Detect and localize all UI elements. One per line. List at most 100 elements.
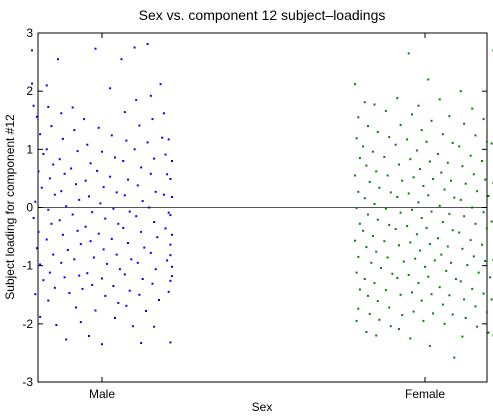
data-point-female: [440, 253, 443, 256]
data-point-male: [50, 125, 53, 128]
data-point-male: [118, 268, 121, 271]
data-point-male: [102, 186, 105, 189]
data-point-male: [166, 173, 169, 176]
data-point-male: [148, 206, 151, 209]
data-point-male: [83, 118, 86, 121]
data-point-male: [47, 105, 50, 108]
data-point-female: [437, 153, 439, 155]
data-point-female: [474, 134, 477, 137]
data-point-female: [389, 325, 392, 328]
data-point-male: [115, 191, 118, 194]
y-tick-label: 3: [26, 26, 33, 40]
data-point-male: [104, 217, 107, 220]
data-point-male: [135, 98, 138, 101]
data-point-male: [154, 190, 157, 193]
data-point-male: [76, 150, 79, 153]
data-point-male: [140, 342, 143, 344]
data-point-male: [39, 263, 42, 266]
data-point-female: [472, 173, 475, 176]
data-point-female: [474, 222, 477, 225]
data-point-female: [355, 319, 358, 322]
data-point-female: [414, 257, 417, 260]
data-point-female: [355, 207, 358, 210]
data-point-male: [89, 240, 92, 243]
data-point-female: [384, 207, 387, 210]
data-point-female: [394, 228, 397, 230]
data-point-male: [58, 158, 61, 161]
data-point-male: [162, 193, 165, 196]
data-point-female: [440, 171, 443, 174]
data-point-female: [363, 197, 366, 200]
y-tick-label: -3: [22, 375, 33, 389]
data-point-male: [42, 153, 45, 155]
data-point-female: [445, 269, 448, 272]
data-point-female: [396, 97, 399, 100]
data-point-male: [158, 299, 160, 301]
x-tick-label-female: Female: [405, 387, 445, 401]
data-point-female: [464, 182, 467, 185]
data-point-female: [432, 178, 435, 180]
data-point-male: [45, 84, 48, 87]
data-point-male: [45, 238, 48, 241]
data-point-male: [47, 299, 50, 302]
data-point-male: [156, 236, 159, 239]
data-point-male: [40, 186, 43, 189]
data-point-male: [153, 325, 156, 328]
data-point-female: [409, 241, 412, 244]
data-point-female: [396, 196, 399, 198]
data-point-female: [358, 222, 361, 225]
data-point-female: [399, 293, 402, 296]
data-point-male: [37, 170, 40, 173]
data-point-female: [443, 322, 446, 325]
data-point-male: [114, 317, 116, 319]
data-point-male: [57, 58, 59, 61]
data-point-male: [141, 278, 144, 280]
data-point-female: [430, 119, 433, 122]
data-point-male: [101, 150, 103, 153]
x-axis-ticks: Male Female: [89, 33, 445, 401]
data-point-male: [141, 200, 144, 203]
data-point-male: [35, 247, 38, 250]
data-point-female: [451, 313, 454, 316]
data-point-female: [484, 260, 487, 262]
data-point-male: [171, 160, 173, 162]
data-point-male: [130, 258, 133, 261]
data-point-female: [463, 122, 466, 125]
data-point-female: [441, 303, 444, 306]
data-point-female: [490, 298, 493, 301]
data-point-male: [39, 133, 42, 136]
data-point-female: [476, 190, 479, 193]
data-point-female: [482, 211, 485, 214]
data-point-female: [357, 307, 360, 310]
x-tick-label-male: Male: [89, 387, 115, 401]
data-point-female: [398, 328, 400, 331]
y-tick-label: 2: [26, 84, 33, 98]
data-point-male: [133, 46, 136, 49]
data-point-female: [422, 319, 425, 322]
data-point-male: [34, 293, 37, 296]
data-point-female: [469, 154, 472, 157]
data-point-female: [380, 267, 382, 269]
data-point-male: [34, 200, 37, 203]
data-point-female: [451, 141, 454, 144]
data-point-male: [60, 190, 63, 193]
data-point-female: [463, 298, 466, 301]
data-point-female: [365, 164, 368, 167]
data-point-male: [145, 310, 147, 312]
data-point-female: [409, 337, 412, 340]
data-point-female: [459, 280, 462, 283]
data-point-male: [169, 214, 172, 217]
data-point-male: [91, 211, 94, 214]
data-point-male: [153, 157, 156, 160]
data-point-female: [411, 291, 413, 294]
data-point-female: [394, 143, 397, 146]
data-point-male: [167, 138, 170, 141]
data-point-male: [65, 338, 68, 341]
y-tick-label: 0: [26, 201, 33, 215]
data-point-male: [114, 156, 116, 159]
data-point-female: [484, 178, 487, 181]
data-point-female: [399, 211, 402, 214]
data-point-male: [52, 253, 55, 256]
data-point-female: [407, 274, 410, 276]
data-point-male: [71, 106, 74, 109]
